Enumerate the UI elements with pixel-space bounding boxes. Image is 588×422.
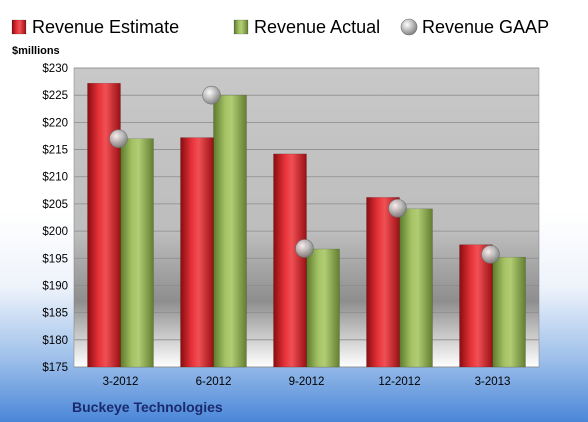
bar-revenue-actual [120, 138, 154, 368]
y-axis-unit-label: $millions [12, 45, 60, 57]
bar-revenue-actual [306, 248, 340, 368]
y-axis-ticks: $175 $180 $185 $190 $195 $200 $205 $210 $215 $220… [42, 63, 68, 374]
x-tick-label: 3-2012 [103, 376, 139, 388]
bar-revenue-actual [213, 94, 247, 368]
gaap-markers [109, 85, 500, 264]
y-tick-label: $210 [42, 172, 68, 184]
y-tick-label: $230 [42, 63, 68, 75]
marker-revenue-gaap [109, 129, 128, 148]
y-tick-label: $200 [42, 226, 68, 238]
x-tick-label: 9-2012 [289, 376, 325, 388]
legend-label: Revenue Actual [254, 17, 380, 37]
x-tick-label: 3-2013 [475, 376, 511, 388]
marker-revenue-gaap [481, 245, 500, 264]
bar-revenue-estimate [273, 153, 307, 368]
bar-revenue-estimate [180, 137, 214, 368]
y-tick-label: $205 [42, 199, 68, 211]
x-tick-label: 6-2012 [196, 376, 232, 388]
legend-swatch [400, 18, 418, 36]
bar-revenue-estimate [366, 197, 400, 368]
y-tick-label: $225 [42, 90, 68, 102]
legend-label: Revenue Estimate [32, 17, 179, 37]
bar-revenue-actual [399, 208, 433, 368]
y-tick-label: $190 [42, 280, 68, 292]
bar-revenue-estimate [459, 244, 493, 368]
legend-swatch [233, 19, 249, 35]
marker-revenue-gaap [295, 239, 314, 258]
x-axis-ticks: 3-2012 6-2012 9-2012 12-2012 3-2013 [103, 376, 511, 388]
legend: Revenue Estimate Revenue Actual Revenue GA… [11, 17, 549, 37]
y-tick-label: $195 [42, 253, 68, 265]
y-tick-label: $180 [42, 335, 68, 347]
x-tick-label: 12-2012 [378, 376, 420, 388]
legend-swatch [11, 19, 27, 35]
marker-revenue-gaap [202, 85, 221, 105]
y-tick-label: $175 [42, 362, 68, 374]
company-name: Buckeye Technologies [72, 399, 223, 415]
y-tick-label: $215 [42, 145, 68, 157]
bar-revenue-estimate [87, 82, 121, 368]
legend-label: Revenue GAAP [422, 17, 549, 37]
marker-revenue-gaap [388, 198, 407, 218]
y-tick-label: $185 [42, 308, 68, 320]
bars [87, 82, 526, 368]
y-tick-label: $220 [42, 117, 68, 129]
bar-revenue-actual [492, 256, 526, 368]
